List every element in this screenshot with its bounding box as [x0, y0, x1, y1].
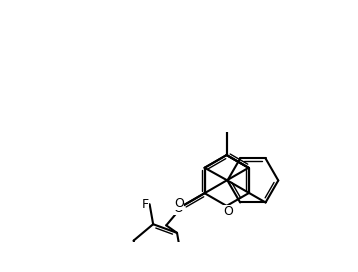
Text: O: O	[174, 197, 184, 210]
Text: F: F	[141, 198, 149, 211]
Text: O: O	[223, 205, 233, 218]
Text: O: O	[173, 202, 183, 215]
